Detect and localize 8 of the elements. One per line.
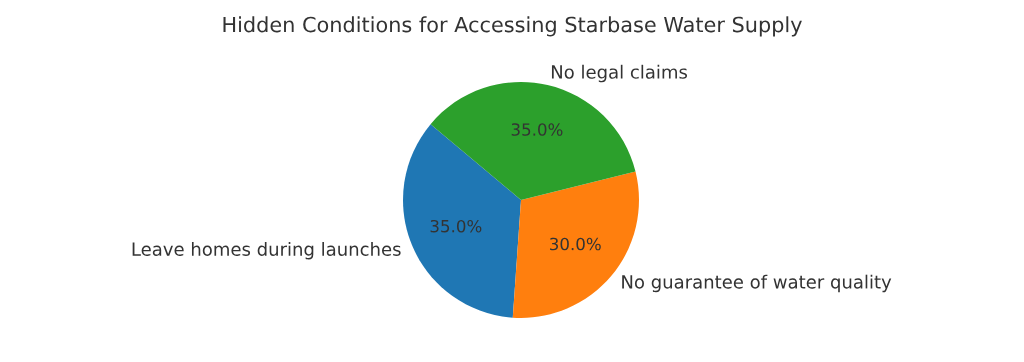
chart-title: Hidden Conditions for Accessing Starbase Water Supply [223, 16, 802, 37]
pie-slice [430, 82, 636, 200]
data-label: 35.0% [430, 219, 482, 233]
data-label: 35.0% [511, 123, 563, 136]
slice-label: No legal claims [551, 64, 688, 83]
slice-label: Leave homes during launches [132, 241, 401, 260]
data-label: 30.0% [550, 237, 601, 251]
slice-label: No guarantee of water quality [622, 274, 892, 293]
